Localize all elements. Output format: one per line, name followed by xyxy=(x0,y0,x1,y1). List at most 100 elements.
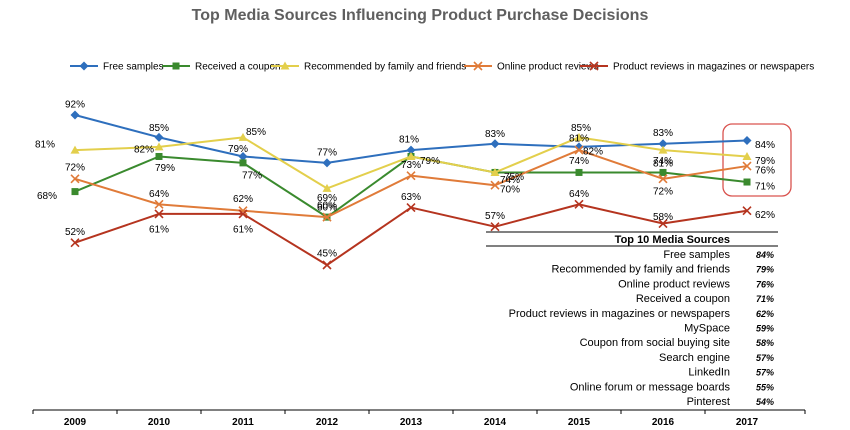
data-label-product-reviews-in-magazines-or-newspapers-2017: 62% xyxy=(755,210,775,221)
data-point xyxy=(154,132,164,142)
data-label-free-samples-2013: 81% xyxy=(399,135,419,146)
top10-row-name: Coupon from social buying site xyxy=(580,337,730,349)
data-point xyxy=(490,167,500,176)
data-label-online-product-reviews-2012: 60% xyxy=(317,201,337,212)
legend-item-online-product-reviews: Online product reviews xyxy=(464,61,599,73)
top10-row-name: MySpace xyxy=(684,323,730,335)
data-point xyxy=(574,145,584,155)
top10-row-name: LinkedIn xyxy=(688,367,730,379)
data-point xyxy=(238,132,248,141)
data-point xyxy=(239,159,247,167)
x-tick-label-2016: 2016 xyxy=(652,417,675,428)
legend-label: Product reviews in magazines or newspape… xyxy=(613,62,814,73)
data-label-received-a-coupon-2017: 71% xyxy=(755,182,775,193)
data-label-free-samples-2016: 83% xyxy=(653,128,673,139)
data-label-product-reviews-in-magazines-or-newspapers-2014: 57% xyxy=(485,211,505,222)
series-layer xyxy=(70,110,752,270)
data-label-free-samples-2015: 82% xyxy=(583,146,603,157)
data-label-online-product-reviews-2010: 64% xyxy=(149,189,169,200)
data-label-online-product-reviews-2011: 62% xyxy=(233,194,253,205)
data-label-online-product-reviews-2014: 70% xyxy=(500,185,520,196)
data-label-online-product-reviews-2017: 76% xyxy=(755,166,775,177)
x-tick-label-2017: 2017 xyxy=(736,417,759,428)
data-label-free-samples-2017: 84% xyxy=(755,140,775,151)
highlight-box-2017 xyxy=(722,123,792,197)
data-label-online-product-reviews-2015: 81% xyxy=(569,134,589,145)
data-point xyxy=(659,168,667,176)
data-point xyxy=(658,145,668,154)
data-point xyxy=(70,174,80,184)
data-label-recommended-by-family-and-friends-2014: 74% xyxy=(500,175,520,186)
top10-row: Online product reviews 76% xyxy=(618,278,774,290)
top10-row-value: 79% xyxy=(756,265,774,275)
data-point xyxy=(574,132,584,141)
data-label-recommended-by-family-and-friends-2011: 85% xyxy=(246,127,266,138)
data-label-recommended-by-family-and-friends-2009: 81% xyxy=(35,140,55,151)
data-point xyxy=(743,178,751,186)
top10-row: MySpace 59% xyxy=(684,323,774,335)
data-point xyxy=(322,212,332,222)
data-label-received-a-coupon-2012: 60% xyxy=(317,203,337,214)
top10-table: Top 10 Media Sources Free samples 84% Recom… xyxy=(486,231,778,410)
data-point xyxy=(322,260,332,270)
legend-item-received-a-coupon: Received a coupon xyxy=(162,62,281,73)
data-label-product-reviews-in-magazines-or-newspapers-2011: 61% xyxy=(233,224,253,235)
data-label-received-a-coupon-2016: 74% xyxy=(653,156,673,167)
legend-marker xyxy=(172,62,180,70)
data-label-recommended-by-family-and-friends-2015: 85% xyxy=(571,123,591,134)
chart-title: Top Media Sources Influencing Product Pu… xyxy=(192,7,649,24)
data-label-free-samples-2009: 92% xyxy=(65,100,85,111)
legend-marker xyxy=(473,61,483,71)
data-point xyxy=(238,151,248,161)
data-labels: 92% 85% 79% 77% 81% 83% 82% 83% 84% 68% 79% 77% 60% 7… xyxy=(35,100,775,260)
data-label-free-samples-2010: 85% xyxy=(149,123,169,134)
legend-label: Recommended by family and friends xyxy=(304,62,466,73)
data-label-received-a-coupon-2015: 74% xyxy=(569,156,589,167)
top10-row: Online forum or message boards 55% xyxy=(570,381,774,393)
data-point xyxy=(658,139,668,149)
top10-row-value: 59% xyxy=(756,324,774,334)
data-label-recommended-by-family-and-friends-2017: 79% xyxy=(755,156,775,167)
data-point xyxy=(155,152,163,160)
data-label-product-reviews-in-magazines-or-newspapers-2016: 58% xyxy=(653,212,673,223)
data-point xyxy=(406,202,416,213)
data-point xyxy=(71,188,79,196)
data-label-received-a-coupon-2010: 79% xyxy=(155,163,175,174)
legend-label: Free samples xyxy=(103,62,164,73)
data-point xyxy=(70,145,80,154)
top10-row: Recommended by family and friends 79% xyxy=(551,264,774,276)
data-label-product-reviews-in-magazines-or-newspapers-2010: 61% xyxy=(149,224,169,235)
data-label-online-product-reviews-2013: 73% xyxy=(401,160,421,171)
top10-row-value: 57% xyxy=(756,368,774,378)
x-tick-label-2009: 2009 xyxy=(64,417,87,428)
legend-item-free-samples: Free samples xyxy=(70,61,164,73)
top10-background xyxy=(486,232,778,410)
x-axis: 2009 2010 2011 2012 2013 2014 2015 2016 2017 xyxy=(32,409,806,428)
top10-row-value: 57% xyxy=(756,353,774,363)
data-point xyxy=(70,238,80,248)
data-point xyxy=(490,180,500,190)
top10-row: Free samples 84% xyxy=(663,249,774,261)
data-label-free-samples-2012: 77% xyxy=(317,147,337,158)
legend: Free samples Received a coupon Recommended… xyxy=(70,61,814,73)
data-point xyxy=(238,209,248,219)
legend-marker xyxy=(79,61,89,71)
top10-row-name: Recommended by family and friends xyxy=(551,264,730,276)
top10-title: Top 10 Media Sources xyxy=(615,234,730,246)
data-point xyxy=(70,110,80,120)
series-product-reviews-in-magazines-or-newspapers xyxy=(70,199,752,270)
data-point xyxy=(406,145,416,155)
data-label-recommended-by-family-and-friends-2012: 69% xyxy=(317,193,337,204)
top10-row-value: 55% xyxy=(756,382,774,392)
data-label-received-a-coupon-2011: 77% xyxy=(242,170,262,181)
top10-row-value: 54% xyxy=(756,397,774,407)
data-label-online-product-reviews-2016: 72% xyxy=(653,186,673,197)
data-point xyxy=(574,142,584,152)
data-label-received-a-coupon-2009: 68% xyxy=(37,191,57,202)
data-point xyxy=(154,209,164,219)
top10-row-name: Pinterest xyxy=(687,396,730,408)
data-label-product-reviews-in-magazines-or-newspapers-2009: 52% xyxy=(65,227,85,238)
top10-row-name: Received a coupon xyxy=(636,293,730,305)
data-point xyxy=(658,218,668,229)
